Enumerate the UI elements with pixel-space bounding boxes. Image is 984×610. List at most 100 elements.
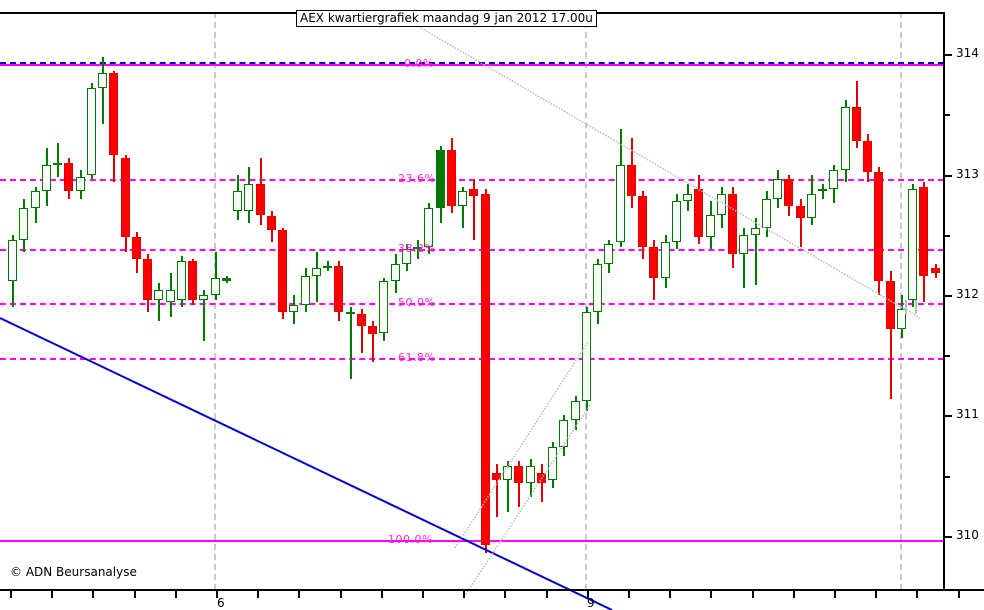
candlestick: [120, 155, 130, 252]
candle-body: [345, 311, 355, 315]
time-tick: [669, 591, 671, 598]
candlestick: [806, 174, 816, 226]
fib-line-100-0: [0, 540, 944, 542]
candlestick: [75, 169, 85, 199]
candle-body: [806, 193, 816, 218]
fib-label-100-0: 100.0%: [388, 533, 433, 546]
candle-body: [98, 73, 107, 88]
candle-body: [671, 201, 681, 242]
price-tick-minor: [944, 234, 950, 237]
candlestick: [199, 290, 209, 341]
candle-body: [278, 229, 287, 312]
time-tick: [834, 591, 836, 598]
candlestick: [480, 189, 490, 553]
candlestick: [188, 258, 197, 305]
candle-body: [716, 193, 726, 216]
candle-body: [435, 150, 445, 209]
resistance-line-blue: [0, 62, 944, 64]
price-tick-minor: [944, 114, 950, 117]
candle-body: [593, 263, 602, 312]
candle-body: [930, 268, 940, 274]
plot-border-bottom: [0, 589, 984, 591]
candle-wick: [315, 251, 318, 303]
candle-body: [784, 179, 794, 206]
candlestick: [311, 251, 321, 303]
candlestick: [818, 184, 827, 199]
candlestick: [626, 138, 636, 209]
fib-line-61-8: [0, 358, 944, 360]
candle-body: [446, 150, 456, 206]
price-tick-label: 311: [956, 407, 979, 422]
candle-body: [638, 196, 647, 247]
time-tick-label: 9: [587, 596, 595, 610]
candle-body: [581, 311, 591, 401]
price-tick-major: [944, 54, 952, 57]
candle-wick: [822, 184, 824, 199]
candle-body: [795, 205, 805, 218]
candle-body: [255, 184, 265, 216]
candlestick: [8, 234, 17, 308]
candle-body: [379, 280, 389, 334]
candlestick: [750, 217, 760, 286]
candle-body: [86, 87, 96, 175]
candle-body: [773, 179, 782, 199]
candle-body: [390, 263, 400, 281]
candle-wick: [57, 143, 59, 177]
candlestick: [683, 184, 692, 211]
candlestick: [525, 458, 535, 498]
candlestick: [356, 309, 366, 353]
candle-body: [323, 266, 332, 269]
candle-body: [908, 189, 917, 300]
price-tick-label: 310: [956, 527, 979, 542]
candle-body: [548, 446, 557, 481]
candlestick: [829, 164, 839, 204]
candlestick: [593, 258, 602, 324]
candlestick: [345, 307, 355, 380]
candle-body: [458, 191, 467, 206]
candlestick: [660, 234, 670, 288]
price-tick-major: [944, 535, 952, 538]
candle-wick: [102, 56, 104, 124]
price-tick-label: 312: [956, 286, 979, 301]
candlestick: [840, 99, 850, 182]
candlestick: [885, 270, 895, 399]
candle-body: [30, 191, 40, 209]
time-tick: [134, 591, 136, 598]
candlestick: [930, 263, 940, 279]
vertical-gridline-0: [214, 12, 216, 590]
time-tick: [875, 591, 877, 598]
candle-body: [131, 237, 141, 259]
candle-body: [120, 157, 130, 238]
candle-body: [356, 314, 366, 327]
candlestick: [143, 254, 152, 312]
time-tick: [587, 591, 589, 598]
price-marker-0: [905, 300, 907, 314]
candlestick: [784, 174, 794, 216]
candle-body: [604, 244, 614, 264]
candle-wick: [349, 307, 352, 380]
candle-body: [919, 186, 929, 276]
candle-body: [176, 261, 186, 300]
candle-body: [750, 227, 760, 235]
candlestick: [919, 181, 929, 303]
time-tick: [422, 591, 424, 598]
candlestick: [548, 441, 557, 488]
candle-body: [649, 246, 659, 279]
candle-body: [525, 465, 535, 483]
time-tick: [752, 591, 754, 598]
candle-body: [64, 162, 74, 192]
candlestick: [300, 268, 310, 312]
candle-wick: [889, 270, 892, 399]
candlestick: [109, 71, 119, 182]
candlestick: [503, 461, 512, 512]
price-tick-label: 313: [956, 166, 979, 181]
fib-label-50-0: 50.0%: [398, 296, 436, 309]
candlestick: [716, 186, 726, 228]
candle-body: [818, 189, 827, 192]
fib-label-0-0: 0.0%: [404, 57, 434, 70]
time-tick: [257, 591, 259, 598]
candlestick: [705, 201, 715, 250]
candle-body: [210, 278, 220, 295]
candle-body: [75, 176, 85, 192]
